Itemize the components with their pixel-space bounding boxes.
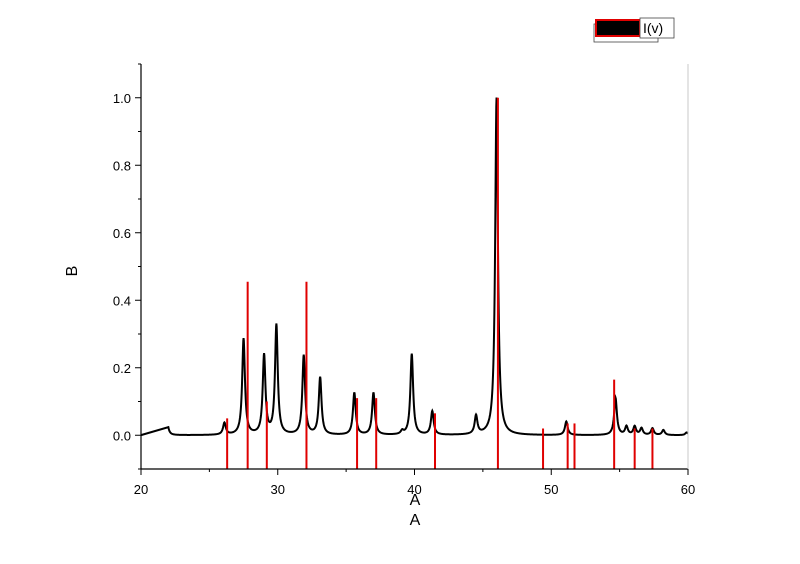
legend-swatch (595, 19, 641, 37)
axes: 20 30 40 50 60 0.0 0.2 0.4 0.6 0.8 1.0 (113, 63, 695, 497)
y-tick-label: 0.0 (113, 428, 131, 443)
legend: I(v) (593, 17, 675, 43)
legend-label-box (639, 17, 675, 39)
y-tick-label: 0.8 (113, 158, 131, 173)
y-tick-label: 1.0 (113, 91, 131, 106)
x-tick-label: 40 (407, 482, 421, 497)
y-tick-label: 0.6 (113, 226, 131, 241)
x-tick-label: 30 (271, 482, 285, 497)
legend-entry-label: I(v) (643, 20, 663, 36)
x-axis-title: A (410, 492, 421, 509)
y-tick-label: 0.2 (113, 361, 131, 376)
plot-area (140, 97, 689, 469)
series-line-iv (140, 97, 689, 437)
x-tick-label: 50 (544, 482, 558, 497)
x-axis-title-secondary: A (410, 512, 421, 529)
y-axis-title: B (64, 266, 81, 277)
x-tick-label: 60 (681, 482, 695, 497)
y-tick-label: 0.4 (113, 293, 131, 308)
x-tick-label: 20 (134, 482, 148, 497)
